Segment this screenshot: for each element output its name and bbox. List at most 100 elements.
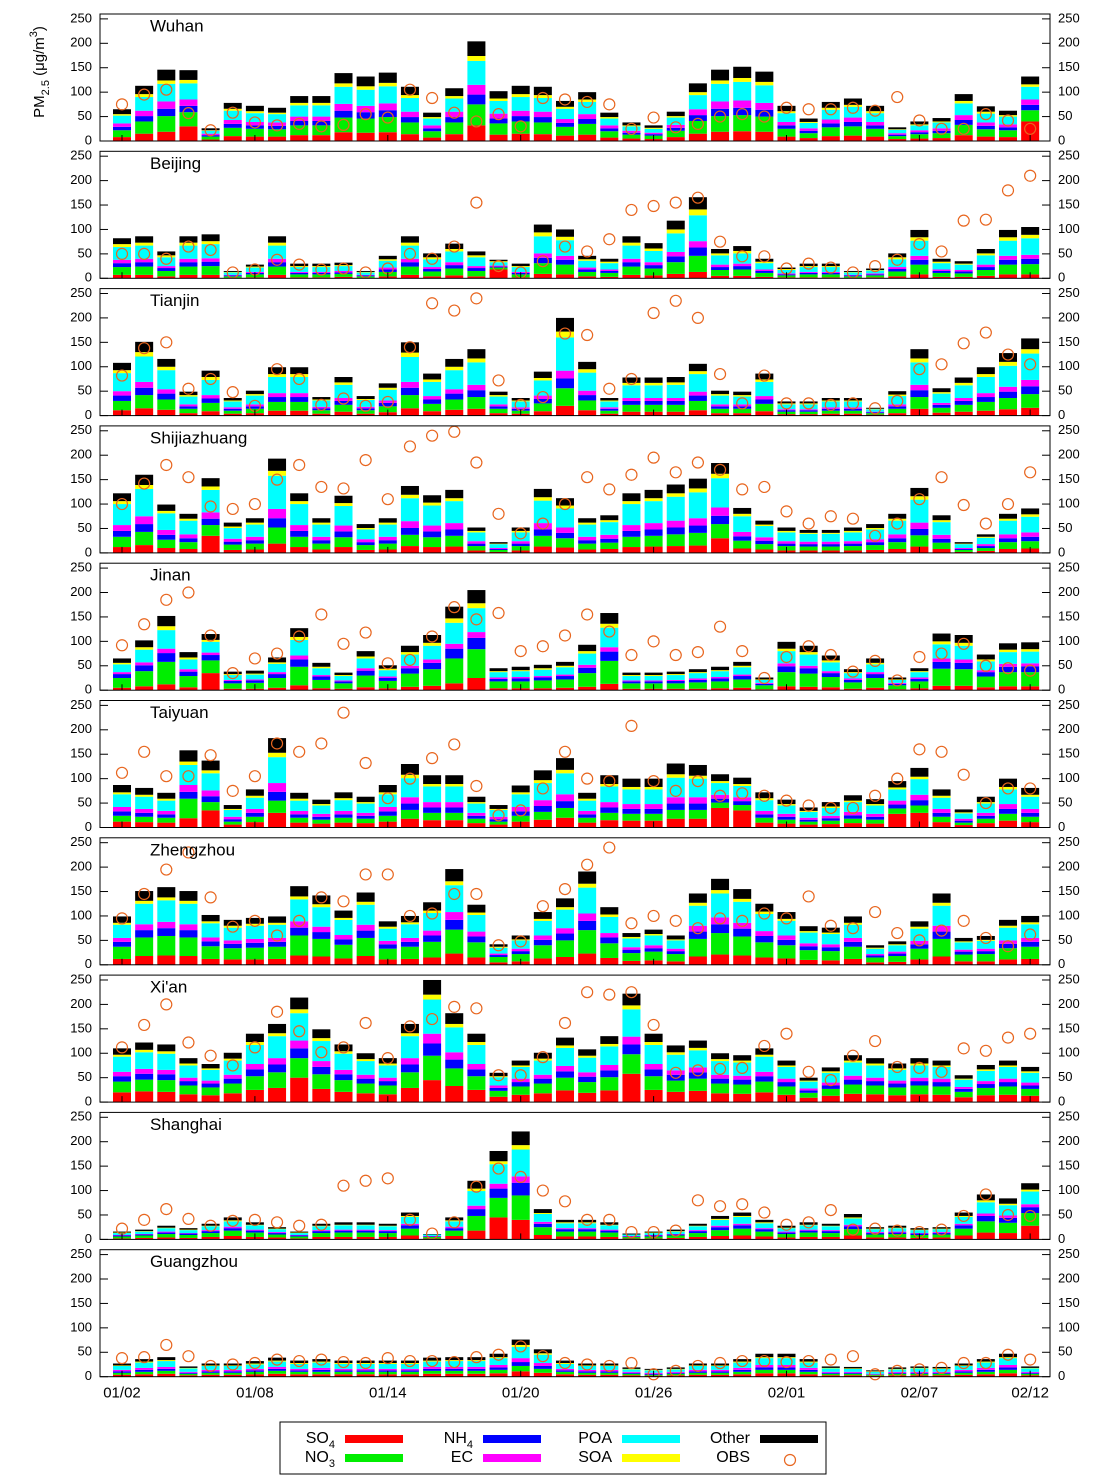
bar-segment (290, 525, 309, 531)
bar-segment (843, 275, 862, 277)
bar-segment (489, 544, 508, 549)
bar-segment (135, 1237, 154, 1240)
bar-segment (312, 1223, 331, 1226)
bar-segment (268, 1023, 287, 1034)
bar-segment (600, 1064, 619, 1071)
bar-segment (954, 404, 973, 412)
bar-segment (843, 818, 862, 824)
bar-segment (843, 1366, 862, 1369)
bar-segment (290, 397, 309, 402)
bar-segment (135, 524, 154, 532)
obs-point (492, 507, 505, 520)
bar-segment (821, 410, 840, 414)
bar-segment (666, 818, 685, 828)
bar-segment (223, 1369, 242, 1372)
bar-segment (312, 400, 331, 407)
obs-point (182, 240, 195, 253)
obs-point (736, 108, 749, 121)
bar-segment (556, 1090, 574, 1103)
bar-segment (843, 413, 862, 416)
bar-segment (976, 374, 995, 378)
bar-segment (733, 785, 752, 798)
bar-segment (511, 1346, 530, 1359)
bar-segment (113, 400, 131, 411)
bar-segment (489, 1150, 508, 1162)
obs-point (359, 868, 372, 881)
bar-segment (976, 1369, 995, 1372)
bar-segment (932, 534, 951, 539)
bar-segment (268, 924, 287, 938)
bar-segment (201, 921, 220, 924)
bar-segment (843, 924, 862, 938)
bar-segment (821, 101, 840, 108)
bar-segment (976, 393, 995, 398)
bar-segment (445, 812, 464, 821)
bar-segment (821, 550, 840, 553)
bar-segment (644, 951, 663, 961)
obs-point (204, 1049, 217, 1062)
bar-segment (489, 668, 508, 672)
bar-segment (600, 914, 619, 917)
obs-point (248, 1213, 261, 1226)
bar-segment (799, 926, 818, 932)
bar-segment (290, 666, 309, 686)
bar-segment (511, 1182, 530, 1196)
bar-segment (733, 1235, 752, 1240)
bar-segment (999, 130, 1017, 138)
bar-segment (688, 1369, 707, 1372)
bar-segment (600, 1230, 619, 1233)
bar-segment (932, 641, 951, 645)
bar-segment (600, 1363, 619, 1366)
bar-segment (976, 948, 995, 952)
bar-segment (755, 822, 774, 828)
bar-segment (423, 131, 442, 138)
bar-segment (113, 677, 131, 688)
y-tick-label: 150 (70, 1020, 92, 1035)
obs-point (204, 500, 217, 513)
y2-tick-label: 200 (1058, 1133, 1080, 1148)
bar-segment (733, 1361, 752, 1363)
bar-segment (866, 1374, 885, 1376)
bar-segment (511, 1086, 530, 1095)
bar-segment (334, 1222, 353, 1225)
bar-segment (179, 242, 198, 246)
bar-segment (578, 664, 597, 668)
bar-segment (135, 266, 154, 275)
bar-segment (400, 652, 419, 655)
bar-segment (201, 770, 220, 774)
legend-swatch (483, 1454, 541, 1462)
bar-segment (600, 401, 619, 408)
bar-segment (799, 1232, 818, 1237)
bar-segment (799, 1077, 818, 1081)
bar-segment (268, 738, 287, 753)
bar-segment (600, 272, 619, 277)
bar-segment (467, 1033, 486, 1043)
bar-segment (533, 664, 552, 669)
bar-segment (556, 1223, 574, 1229)
x-tick-label: 02/07 (901, 1385, 939, 1402)
bar-segment (290, 102, 309, 106)
bar-segment (157, 1373, 176, 1377)
bar-segment (976, 815, 995, 819)
bar-segment (821, 541, 840, 545)
bar-segment (932, 658, 951, 662)
bar-segment (799, 1362, 818, 1368)
bar-segment (312, 406, 331, 409)
bar-segment (954, 276, 973, 279)
bar-segment (135, 262, 154, 267)
bar-segment (999, 919, 1017, 926)
bar-segment (755, 131, 774, 141)
bar-segment (799, 128, 818, 131)
bar-segment (578, 1228, 597, 1230)
bar-segment (489, 1353, 508, 1358)
bar-segment (777, 121, 796, 126)
obs-point (426, 91, 439, 105)
bar-segment (600, 407, 619, 409)
bar-segment (999, 274, 1017, 279)
bar-segment (556, 106, 574, 109)
obs-point (802, 1065, 815, 1078)
bar-segment (688, 1050, 707, 1068)
bar-segment (511, 806, 530, 812)
bar-segment (356, 904, 375, 925)
bar-segment (888, 1369, 907, 1372)
